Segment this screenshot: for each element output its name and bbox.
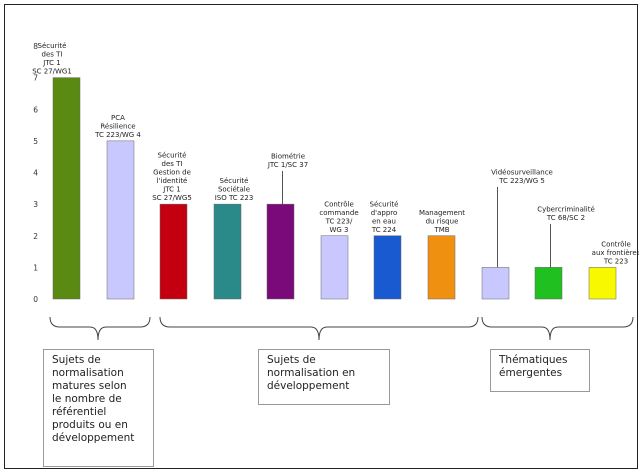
bar-label: Biométrie JTC 1/SC 37 bbox=[267, 153, 308, 170]
bar-chart: 0 1 2 3 4 5 6 7 8 Sécurité des TI JTC 1 SC 27/WG1 PC… bbox=[32, 42, 639, 341]
group-brace bbox=[159, 316, 479, 341]
y-tick-label: 4 bbox=[33, 169, 38, 178]
y-tick-label: 7 bbox=[33, 74, 38, 83]
y-tick-label: 0 bbox=[33, 295, 38, 304]
bar bbox=[320, 235, 349, 300]
bar bbox=[213, 203, 242, 300]
bar bbox=[588, 267, 617, 300]
bar bbox=[534, 267, 563, 300]
group-box-mature: Sujets de normalisation matures selon le… bbox=[43, 349, 154, 467]
bar bbox=[52, 77, 81, 300]
y-tick-label: 5 bbox=[33, 137, 38, 146]
bar-labels: Sécurité des TI JTC 1 SC 27/WG1 PCA Résilienc… bbox=[32, 42, 639, 268]
chart-frame: 0 1 2 3 4 5 6 7 8 Sécurité des TI JTC 1 SC 27/WG1 PC… bbox=[4, 4, 639, 469]
bar bbox=[481, 267, 510, 300]
bars bbox=[52, 77, 617, 300]
group-brace bbox=[481, 316, 634, 341]
bar-label: PCA Résilience TC 223/WG 4 bbox=[94, 114, 141, 139]
bar bbox=[106, 140, 135, 300]
group-braces bbox=[49, 316, 634, 341]
bar bbox=[266, 203, 295, 300]
bar-label: Contrôle aux frontières TC 223 bbox=[592, 240, 639, 265]
y-axis: 0 1 2 3 4 5 6 7 8 bbox=[33, 42, 38, 304]
bar bbox=[373, 235, 402, 300]
y-tick-label: 8 bbox=[33, 42, 38, 51]
y-tick-label: 1 bbox=[33, 263, 38, 272]
bar-label: Management du risque TMB bbox=[419, 209, 465, 234]
group-box-developing: Sujets de normalisation en développement bbox=[258, 349, 390, 405]
bar-label: Sécurité des TI JTC 1 SC 27/WG1 bbox=[32, 42, 72, 76]
bar-label: Vidéosurveillance TC 223/WG 5 bbox=[491, 169, 553, 186]
y-tick-label: 6 bbox=[33, 105, 38, 114]
bar-label: Cybercriminalité TC 68/SC 2 bbox=[537, 206, 595, 223]
bar-label: Sécurité d'appro en eau TC 224 bbox=[370, 200, 399, 234]
group-brace bbox=[49, 316, 151, 341]
bar-label: Contrôle commande TC 223/WG 3 bbox=[319, 200, 358, 234]
bar bbox=[159, 203, 188, 300]
bar bbox=[427, 235, 456, 300]
group-box-emerging: Thématiques émergentes bbox=[490, 349, 590, 392]
bar-label: Sécurité Sociétale ISO TC 223 bbox=[215, 177, 254, 202]
y-tick-label: 3 bbox=[33, 200, 38, 209]
y-tick-label: 2 bbox=[33, 232, 38, 241]
